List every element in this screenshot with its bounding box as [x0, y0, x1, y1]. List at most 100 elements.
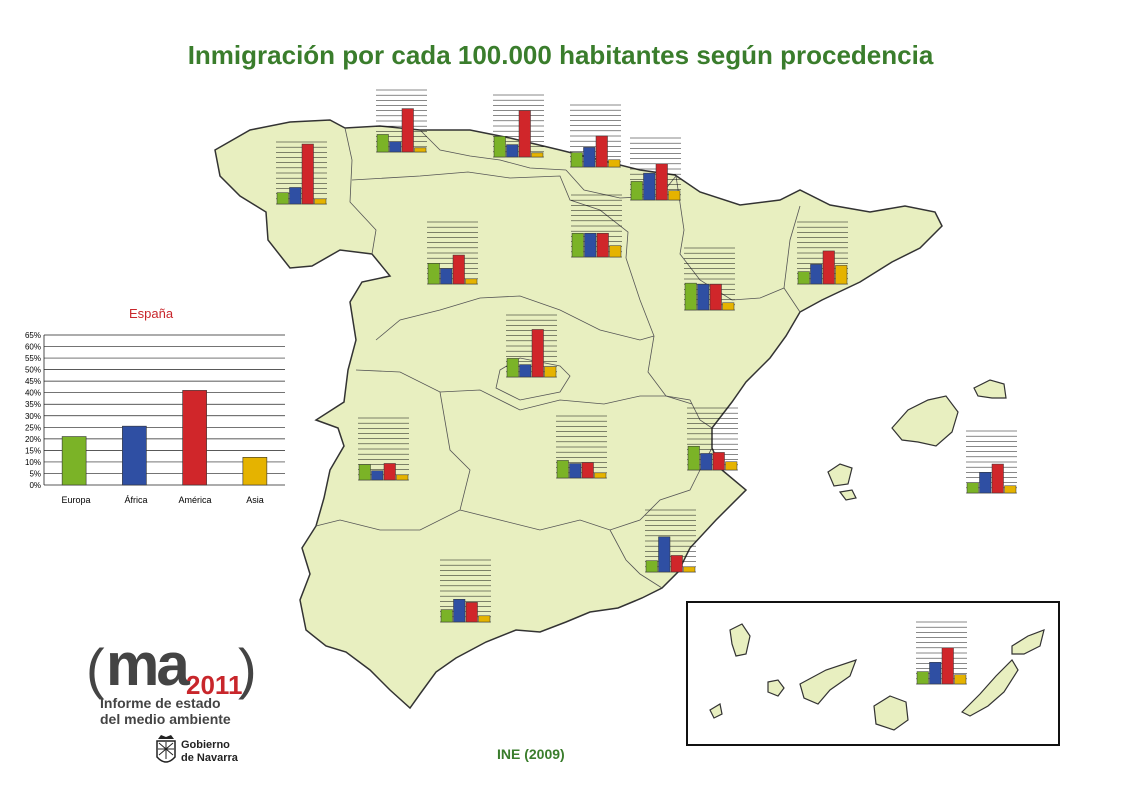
- mini-bar-europa: [630, 181, 643, 201]
- y-tick-label: 35%: [25, 400, 41, 409]
- regional-chart: [427, 221, 478, 285]
- mini-bar-américa: [401, 108, 414, 153]
- mini-bar-europa: [570, 152, 583, 168]
- mini-bar-europa: [427, 263, 440, 285]
- mini-bar-europa: [684, 282, 697, 311]
- mini-bar-áfrica: [371, 470, 384, 481]
- x-tick-label: América: [178, 495, 211, 505]
- logo-year: 2011: [186, 670, 243, 700]
- canary-islands-inset: [686, 601, 1060, 746]
- mini-bar-américa: [670, 555, 683, 573]
- canary-islands-shapes: [709, 623, 1045, 731]
- y-tick-label: 25%: [25, 423, 41, 432]
- regional-chart: [570, 104, 621, 168]
- spain-chart-title: España: [129, 306, 174, 321]
- regional-chart: [630, 137, 681, 201]
- mini-bar-américa: [709, 283, 722, 311]
- page-title: Inmigración por cada 100.000 habitantes …: [187, 40, 934, 70]
- mini-bar-asia: [531, 152, 544, 158]
- regional-chart: [916, 621, 967, 685]
- y-tick-label: 50%: [25, 366, 41, 375]
- regional-chart: [684, 247, 735, 311]
- mini-bar-américa: [452, 254, 465, 285]
- mini-bar-áfrica: [697, 283, 710, 311]
- mini-bar-américa: [301, 143, 314, 205]
- mini-bar-áfrica: [583, 147, 596, 168]
- x-tick-label: África: [124, 495, 147, 505]
- mini-bar-áfrica: [453, 599, 466, 623]
- logo-line-2: del medio ambiente: [100, 711, 231, 727]
- regional-chart: [493, 94, 544, 158]
- mini-bar-áfrica: [440, 268, 453, 285]
- mini-bar-asia: [314, 198, 327, 205]
- mini-bar-europa: [797, 271, 810, 285]
- y-tick-label: 60%: [25, 343, 41, 352]
- menorca-shape: [973, 379, 1007, 399]
- mini-bar-áfrica: [810, 264, 823, 285]
- mini-bar-asia: [594, 472, 607, 479]
- spain-chart: España 0% 5% 10% 15% 20% 25% 30% 35% 40% 45% 50% 55…: [25, 306, 285, 505]
- regional-chart: [358, 417, 409, 481]
- region-borders: [315, 127, 801, 589]
- mini-bar-asia: [609, 245, 622, 258]
- mini-bar-europa: [358, 464, 371, 481]
- bracket-right-icon: ): [238, 637, 257, 700]
- regional-chart: [687, 407, 738, 471]
- mini-bar-asia: [396, 474, 409, 481]
- mini-bar-asia: [1004, 485, 1017, 494]
- mini-bar-europa: [493, 136, 506, 158]
- y-tick-label: 55%: [25, 354, 41, 363]
- mini-bar-américa: [383, 463, 396, 481]
- mini-bar-áfrica: [584, 232, 597, 258]
- regional-chart: [645, 509, 696, 573]
- y-tick-label: 0%: [29, 481, 41, 490]
- mini-bar-europa: [440, 609, 453, 623]
- formentera-shape: [838, 489, 857, 501]
- mini-bar-américa: [941, 647, 954, 685]
- peninsula-shape: [214, 119, 943, 710]
- mini-bar-áfrica: [389, 141, 402, 153]
- mini-bar-europa: [966, 482, 979, 494]
- y-tick-label: 45%: [25, 377, 41, 386]
- regional-chart: [571, 194, 622, 258]
- mini-bar-américa: [595, 135, 608, 168]
- government-line-2: de Navarra: [181, 752, 238, 764]
- mini-bar-áfrica: [929, 662, 942, 685]
- government-line-1: Gobierno: [181, 739, 230, 751]
- y-tick-label: 20%: [25, 435, 41, 444]
- regional-chart: [276, 141, 327, 205]
- mini-bar-asia: [465, 278, 478, 285]
- y-tick-label: 40%: [25, 389, 41, 398]
- mini-bar-áfrica: [289, 187, 302, 205]
- ibiza-shape: [827, 463, 853, 487]
- y-tick-label: 65%: [25, 331, 41, 340]
- y-tick-label: 30%: [25, 412, 41, 421]
- gobierno-navarra-logo: Gobierno de Navarra: [155, 733, 255, 771]
- mini-bar-américa: [465, 602, 478, 623]
- regional-chart: [556, 415, 607, 479]
- bracket-left-icon: (: [86, 637, 105, 700]
- mini-bar-américa: [596, 232, 609, 258]
- regional-chart: [966, 430, 1017, 494]
- regional-chart: [376, 89, 427, 153]
- bar-áfrica: [122, 425, 147, 486]
- regional-chart: [440, 559, 491, 623]
- mini-bar-áfrica: [979, 472, 992, 494]
- mini-bar-américa: [518, 110, 531, 158]
- mini-bar-europa: [645, 560, 658, 573]
- mini-bar-asia: [668, 190, 681, 201]
- bar-asia: [242, 457, 268, 486]
- regional-chart: [797, 221, 848, 285]
- mini-bar-europa: [276, 192, 289, 205]
- mini-bar-europa: [506, 358, 519, 378]
- mini-bar-américa: [822, 250, 835, 285]
- mini-bar-áfrica: [569, 463, 582, 479]
- mini-bar-asia: [954, 674, 967, 685]
- mini-bar-europa: [571, 232, 584, 258]
- logo-word: ma: [106, 631, 190, 698]
- bar-américa: [182, 390, 207, 486]
- mini-bar-asia: [608, 159, 621, 168]
- mini-bar-europa: [916, 671, 929, 685]
